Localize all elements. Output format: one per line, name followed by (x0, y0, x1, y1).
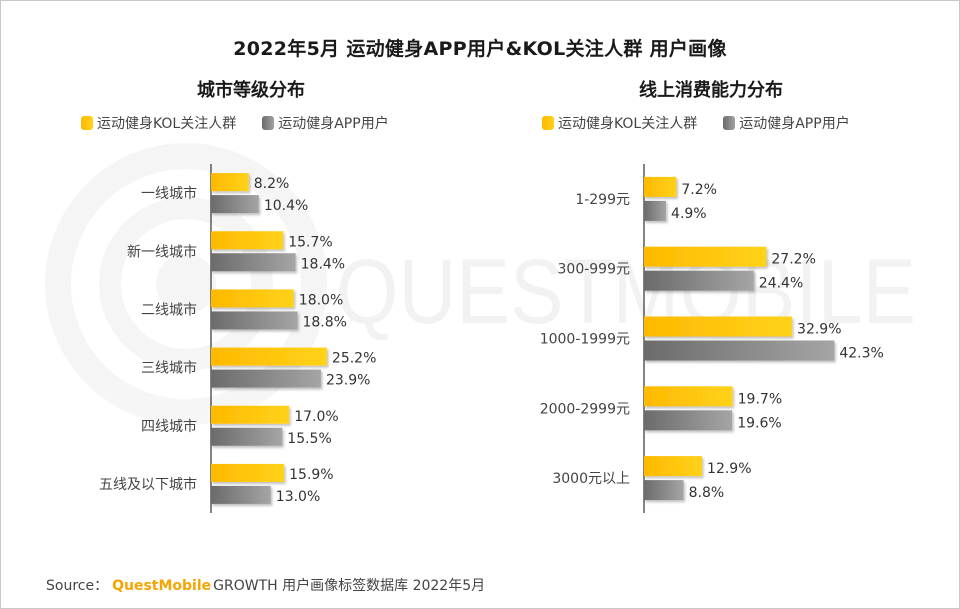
source-text: GROWTH 用户画像标签数据库 2022年5月 (213, 578, 486, 594)
bar-app (644, 340, 835, 361)
data-label: 8.8% (689, 485, 725, 501)
category-label: 五线及以下城市 (99, 476, 197, 493)
bar-kol (211, 463, 285, 482)
bar-kol (211, 173, 249, 192)
category-label: 300-999元 (558, 262, 631, 278)
bar-app (211, 427, 283, 446)
bar-kol (211, 289, 294, 308)
bar-app (211, 195, 259, 214)
category-label: 新一线城市 (127, 243, 197, 260)
bar-kol (644, 176, 677, 197)
right-chart-title: 线上消费能力分布 (639, 80, 783, 101)
data-label: 32.9% (797, 322, 841, 338)
category-label: 四线城市 (141, 418, 197, 435)
legend-swatch-kol (542, 116, 554, 130)
category-label: 二线城市 (141, 301, 197, 318)
category-label: 3000元以上 (552, 471, 630, 487)
right-legend-item-kol: 运动健身KOL关注人群 (542, 113, 697, 133)
data-label: 12.9% (707, 461, 751, 477)
source-label: Source： (46, 578, 109, 594)
legend-swatch-kol (81, 116, 93, 130)
data-label: 13.0% (276, 489, 320, 505)
category-label: 三线城市 (141, 360, 197, 377)
data-label: 10.4% (264, 198, 308, 214)
bar-kol (211, 231, 284, 250)
data-label: 19.7% (738, 391, 782, 407)
page-title: 2022年5月 运动健身APP用户&KOL关注人群 用户画像 (233, 38, 727, 60)
data-label: 25.2% (332, 351, 376, 367)
data-label: 19.6% (737, 415, 781, 431)
source-footer: Source： QuestMobile GROWTH 用户画像标签数据库 202… (46, 575, 489, 595)
legend-label-app: 运动健身APP用户 (278, 116, 389, 132)
data-label: 15.5% (287, 431, 331, 447)
right-legend-item-app: 运动健身APP用户 (723, 113, 850, 133)
bar-app (211, 311, 298, 330)
data-label: 27.2% (771, 252, 815, 268)
data-label: 4.9% (671, 206, 707, 222)
data-label: 18.0% (299, 292, 343, 308)
bar-app (644, 410, 733, 431)
category-label: 2000-2999元 (540, 401, 630, 417)
bar-kol (644, 246, 767, 267)
data-label: 18.4% (301, 256, 345, 272)
left-chart-title: 城市等级分布 (197, 80, 305, 101)
data-label: 8.2% (254, 176, 290, 192)
watermark-logo-icon (45, 143, 327, 425)
legend-label-kol: 运动健身KOL关注人群 (558, 116, 698, 132)
data-label: 7.2% (681, 182, 717, 198)
bar-kol (211, 347, 327, 366)
bar-app (211, 485, 271, 504)
data-label: 17.0% (294, 409, 338, 425)
data-label: 42.3% (839, 346, 883, 362)
category-label: 1-299元 (575, 192, 630, 208)
bar-app (644, 480, 684, 501)
watermark-text: QUESTMOBILE (336, 241, 916, 343)
bar-kol (644, 316, 793, 337)
bar-app (211, 369, 321, 388)
legend-swatch-app (262, 116, 275, 130)
left-legend-item-kol: 运动健身KOL关注人群 (81, 113, 236, 133)
data-label: 15.9% (289, 467, 333, 483)
left-legend: 运动健身KOL关注人群 运动健身APP用户 (81, 113, 415, 133)
data-label: 24.4% (759, 276, 803, 292)
legend-label-app: 运动健身APP用户 (739, 116, 850, 132)
data-label: 23.9% (326, 373, 370, 389)
bar-kol (644, 456, 703, 477)
legend-label-kol: 运动健身KOL关注人群 (97, 116, 237, 132)
bar-kol (644, 386, 733, 407)
brand-name: QuestMobile (112, 578, 212, 594)
category-label: 1000-1999元 (540, 332, 630, 348)
left-legend-item-app: 运动健身APP用户 (262, 113, 389, 133)
data-label: 15.7% (288, 234, 332, 250)
bar-kol (211, 405, 290, 424)
legend-swatch-app (723, 116, 736, 130)
right-legend: 运动健身KOL关注人群 运动健身APP用户 (542, 113, 876, 133)
bar-app (644, 200, 667, 221)
data-label: 18.8% (302, 314, 346, 330)
category-label: 一线城市 (141, 185, 197, 202)
bar-app (644, 270, 754, 291)
bar-app (211, 253, 296, 272)
